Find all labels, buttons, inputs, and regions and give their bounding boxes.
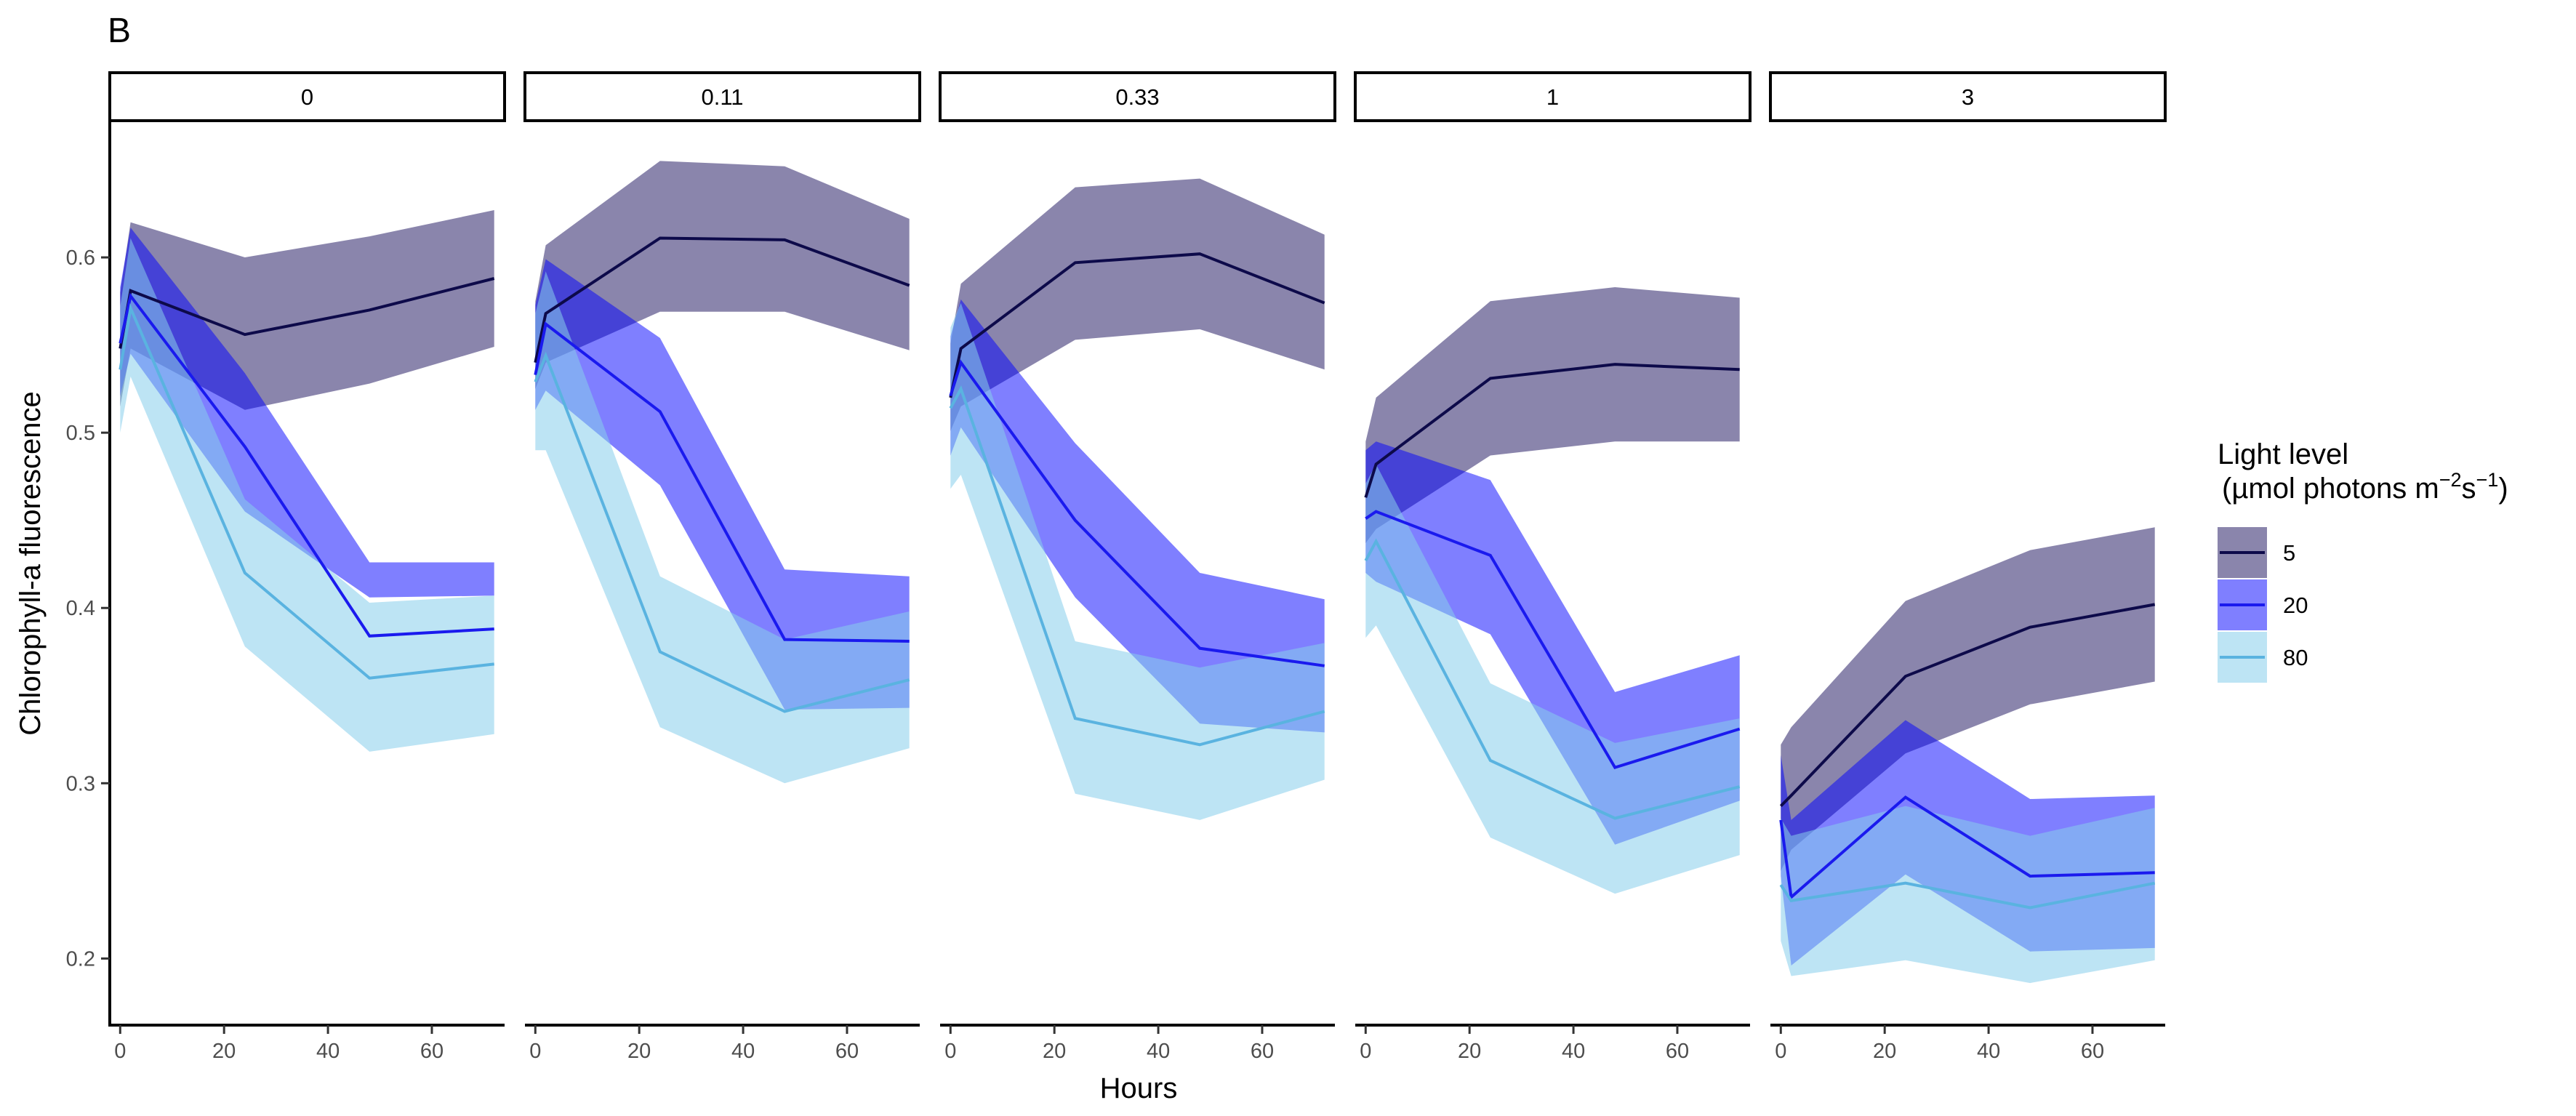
legend-title-exp1: −2 (2439, 469, 2462, 491)
x-tick-label: 40 (731, 1040, 755, 1063)
x-tick-label: 60 (420, 1040, 444, 1063)
line-80 (1364, 538, 1741, 820)
x-tick-label: 40 (316, 1040, 340, 1063)
legend-keys: 5 20 80 (2218, 527, 2308, 683)
line-5 (1364, 363, 1740, 498)
y-tick-label: 0.6 (66, 246, 95, 270)
legend-item-80: 80 (2218, 632, 2308, 683)
ribbon-80 (120, 238, 494, 752)
ribbon-5 (950, 178, 1325, 431)
line-80 (119, 303, 494, 680)
legend-label: 80 (2283, 645, 2308, 670)
x-tick-label: 20 (1458, 1040, 1481, 1063)
facet-strip (523, 71, 921, 122)
y-tick-label: 0.4 (66, 597, 95, 620)
ribbon-5 (1365, 287, 1740, 543)
line-20 (949, 359, 1325, 667)
legend-title-unit-mid: s (2462, 473, 2476, 505)
x-tick-label: 0 (1775, 1040, 1786, 1063)
ribbon-80 (535, 271, 910, 784)
facet-strip-label: 1 (1546, 84, 1559, 110)
facet-strip (939, 71, 1336, 122)
ribbon-5 (1781, 527, 2155, 871)
y-axis: 0.2 0.3 0.4 0.5 0.6 (66, 121, 111, 1027)
panel-letter: B (108, 12, 131, 50)
line-5 (1779, 603, 2156, 808)
x-tick-label: 0 (529, 1040, 541, 1063)
legend: Light level (µmol photons m−2s−1) 5 20 80 (2218, 438, 2508, 683)
ribbon-80 (1365, 464, 1740, 894)
facet-panel-0.33: 0.33 0 20 40 60 (939, 71, 1336, 1063)
facet-panels: 0 0 20 40 60 0.11 0 20 40 60 0.33 0 20 40 60 1 0 20 40 60 3 0… (108, 71, 2167, 1063)
line-20 (534, 321, 910, 643)
legend-label: 5 (2283, 540, 2295, 566)
y-axis-title: Chlorophyll-a fluorescence (15, 391, 47, 736)
x-tick-label: 20 (212, 1040, 236, 1063)
facet-panel-1: 1 0 20 40 60 (1354, 71, 1752, 1063)
line-5 (534, 236, 910, 364)
x-tick-label: 60 (1251, 1040, 1274, 1063)
facet-panel-0.11: 0.11 0 20 40 60 (523, 71, 921, 1063)
legend-title-unit-prefix: (µmol photons m (2222, 473, 2439, 505)
line-80 (949, 385, 1325, 747)
legend-item-5: 5 (2218, 527, 2295, 578)
facet-strip (1354, 71, 1752, 122)
line-80 (1779, 881, 2156, 910)
facet-strip (1769, 71, 2167, 122)
y-tick-label: 0.5 (66, 422, 95, 445)
x-tick-label: 60 (835, 1040, 859, 1063)
facet-strip (108, 71, 506, 122)
ribbon-80 (950, 302, 1325, 820)
x-tick-label: 0 (944, 1040, 956, 1063)
y-tick-label: 0.2 (66, 947, 95, 971)
facet-strip-label: 0.33 (1115, 84, 1159, 110)
legend-title-exp2: −1 (2476, 469, 2499, 491)
legend-item-20: 20 (2218, 579, 2308, 630)
x-tick-label: 40 (1562, 1040, 1585, 1063)
line-5 (949, 252, 1325, 398)
line-20 (1365, 510, 1741, 769)
x-tick-label: 20 (1043, 1040, 1066, 1063)
line-20 (119, 292, 494, 638)
line-80 (534, 351, 910, 713)
legend-title-unit-suffix: ) (2498, 473, 2508, 505)
facet-strip-label: 0 (301, 84, 313, 110)
y-tick-label: 0.3 (66, 772, 95, 795)
facet-panel-0: 0 0 20 40 60 (108, 71, 506, 1063)
ribbon-5 (535, 161, 910, 389)
legend-title-line1: Light level (2218, 438, 2348, 470)
legend-title-line2: (µmol photons m−2s−1) (2222, 469, 2508, 505)
x-axis-title: Hours (1100, 1072, 1178, 1104)
x-tick-label: 20 (627, 1040, 651, 1063)
facet-strip-label: 3 (1962, 84, 1974, 110)
facet-strip-label: 0.11 (701, 84, 743, 110)
x-tick-label: 60 (2081, 1040, 2104, 1063)
line-20 (1779, 795, 2155, 900)
x-tick-label: 0 (1360, 1040, 1371, 1063)
x-tick-label: 40 (1977, 1040, 2000, 1063)
legend-label: 20 (2283, 593, 2308, 618)
x-tick-label: 20 (1873, 1040, 1896, 1063)
facet-panel-3: 3 0 20 40 60 (1769, 71, 2167, 1063)
x-tick-label: 40 (1147, 1040, 1170, 1063)
ribbon-20 (535, 259, 910, 710)
x-tick-label: 60 (1666, 1040, 1689, 1063)
x-tick-label: 0 (114, 1040, 126, 1063)
ribbon-20 (950, 299, 1325, 733)
